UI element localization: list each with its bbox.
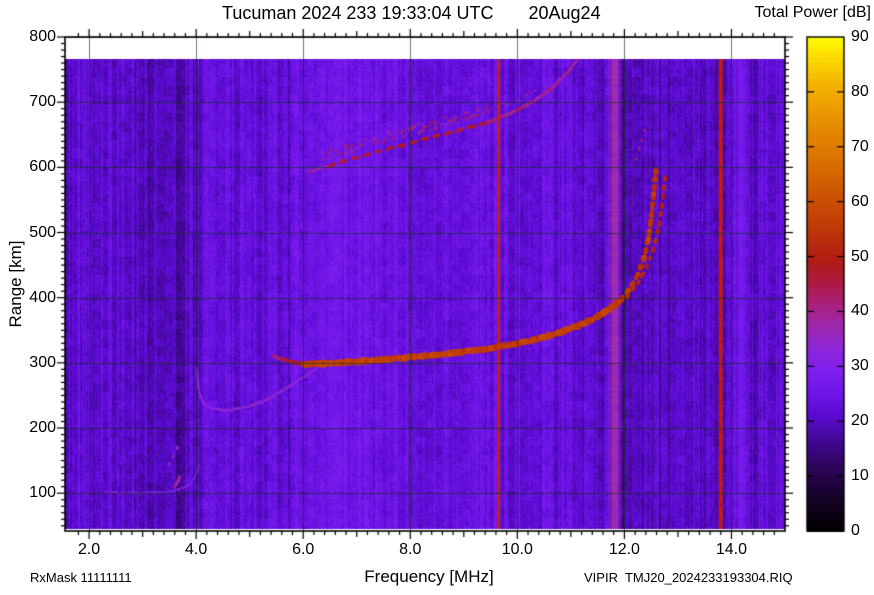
colorbar-tick-label: 10 bbox=[851, 467, 869, 485]
y-tick-label: 700 bbox=[29, 93, 56, 111]
x-axis-label: Frequency [MHz] bbox=[364, 567, 494, 586]
x-tick-label: 8.0 bbox=[399, 541, 422, 558]
x-tick-label: 4.0 bbox=[185, 541, 208, 558]
colorbar-tick-label: 70 bbox=[851, 137, 869, 155]
y-tick-label: 300 bbox=[29, 353, 56, 371]
colorbar-tick-label: 90 bbox=[851, 28, 869, 45]
y-tick-label: 600 bbox=[29, 158, 56, 176]
y-tick-label: 200 bbox=[29, 419, 56, 437]
x-tick-label: 6.0 bbox=[292, 541, 315, 558]
y-tick-label: 500 bbox=[29, 223, 56, 241]
y-tick-label: 100 bbox=[29, 484, 56, 502]
x-tick-label: 2.0 bbox=[77, 541, 101, 558]
colorbar-tick-label: 80 bbox=[851, 82, 869, 100]
y-tick-label: 400 bbox=[29, 288, 56, 306]
y-tick-label: 800 bbox=[29, 28, 56, 45]
colorbar-tick-label: 0 bbox=[851, 522, 860, 539]
rx-mask-label: RxMask 11111111 bbox=[30, 570, 132, 585]
x-tick-label: 12.0 bbox=[608, 541, 640, 558]
colorbar-tick-label: 50 bbox=[851, 247, 869, 265]
colorbar-tick-label: 20 bbox=[851, 412, 869, 430]
colorbar-title: Total Power [dB] bbox=[754, 4, 872, 21]
data-file-label: VIPIR TMJ20_2024233193304.RIQ bbox=[584, 570, 793, 585]
x-tick-label: 14.0 bbox=[715, 541, 748, 558]
colorbar-tick-label: 60 bbox=[851, 192, 869, 210]
page-title: Tucuman 2024 233 19:33:04 UTC 20Aug24 bbox=[222, 3, 601, 23]
colorbar-tick-label: 40 bbox=[851, 302, 869, 320]
x-tick-label: 10.0 bbox=[501, 541, 533, 558]
colorbar-tick-label: 30 bbox=[851, 357, 869, 375]
y-axis-label: Range [km] bbox=[6, 240, 25, 328]
